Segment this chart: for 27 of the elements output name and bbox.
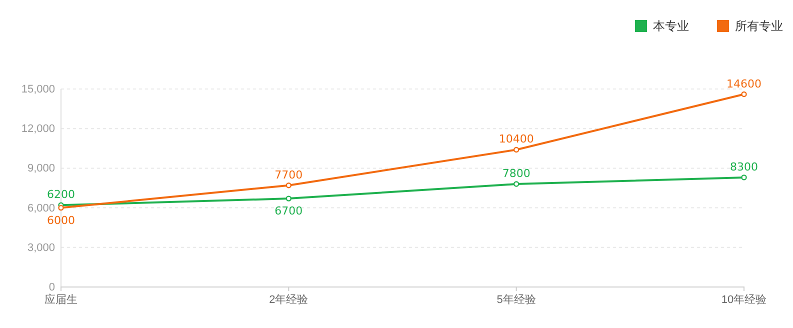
y-tick-label: 3,000 xyxy=(27,242,55,254)
data-label: 14600 xyxy=(726,77,762,90)
y-tick-label: 9,000 xyxy=(27,162,55,175)
data-label: 8300 xyxy=(730,160,758,174)
legend-label: 所有专业 xyxy=(735,19,783,33)
x-tick-label: 10年经验 xyxy=(721,294,767,306)
y-tick-label: 12,000 xyxy=(21,123,55,136)
data-label: 6000 xyxy=(47,214,75,227)
x-tick-label: 5年经验 xyxy=(496,294,536,306)
y-tick-label: 0 xyxy=(48,282,55,294)
point xyxy=(741,91,747,98)
data-label: 7800 xyxy=(502,167,530,180)
data-label: 6700 xyxy=(274,204,303,218)
data-label: 7700 xyxy=(274,168,303,182)
data-label: 6200 xyxy=(47,188,75,202)
point xyxy=(513,146,520,153)
legend-label: 本专业 xyxy=(653,19,689,33)
x-tick-label: 2年经验 xyxy=(269,294,308,306)
y-tick-label: 6,000 xyxy=(27,202,55,214)
x-tick-label: 应届生 xyxy=(44,292,78,306)
data-label: 10400 xyxy=(498,132,534,146)
point xyxy=(286,196,292,202)
point xyxy=(513,181,520,187)
y-tick-label: 15,000 xyxy=(21,84,55,96)
point xyxy=(741,174,747,180)
point xyxy=(58,204,64,211)
point xyxy=(286,182,292,188)
